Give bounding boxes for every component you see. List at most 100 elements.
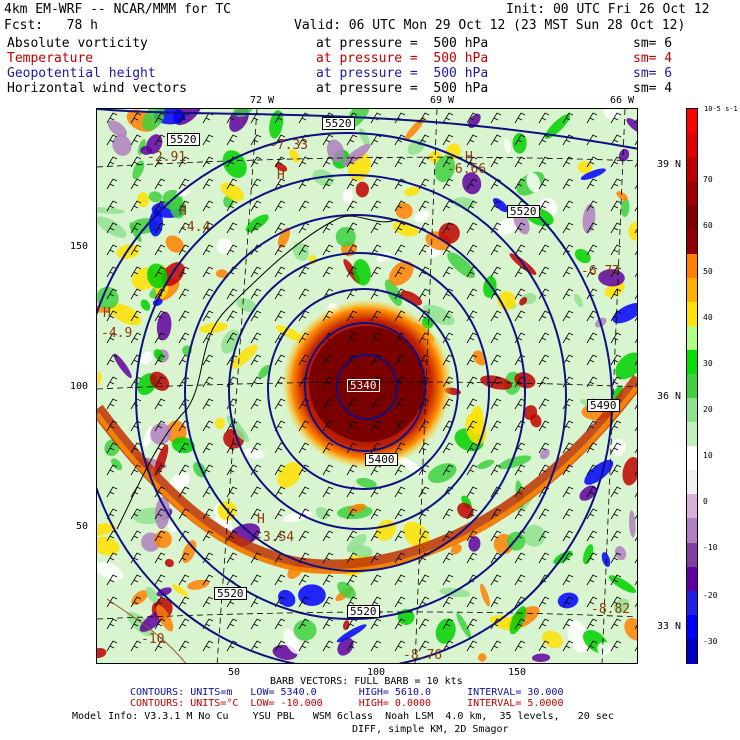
- vorticity-blob: [422, 304, 455, 326]
- height-contour: [267, 288, 459, 490]
- wind-barb: [538, 398, 550, 410]
- vorticity-blob: [468, 536, 481, 552]
- vorticity-blob: [154, 444, 169, 477]
- wind-barb: [298, 244, 310, 256]
- wind-barb: [394, 464, 406, 476]
- wind-barb: [154, 222, 166, 234]
- wind-barb: [490, 464, 502, 476]
- vorticity-blob: [315, 507, 330, 520]
- wind-barb: [106, 134, 118, 146]
- colorbar-tick-label: -30: [703, 637, 718, 646]
- wind-barb: [586, 112, 598, 124]
- colorbar: [686, 108, 698, 664]
- wind-barb: [202, 596, 214, 608]
- height-contour: [336, 354, 398, 420]
- wind-barb: [322, 354, 334, 366]
- vorticity-blob: [131, 590, 148, 606]
- vorticity-field: [97, 109, 637, 663]
- wind-barb: [226, 288, 238, 300]
- colorbar-swatch: [687, 229, 697, 255]
- vorticity-blob: [293, 619, 317, 641]
- wind-barb: [274, 288, 286, 300]
- wind-barb: [370, 530, 382, 542]
- wind-barb: [154, 508, 166, 520]
- vorticity-blob: [214, 417, 225, 430]
- wind-barb: [466, 112, 478, 124]
- wind-barb: [466, 530, 478, 542]
- wind-barb: [130, 310, 142, 322]
- wind-barb: [202, 178, 214, 190]
- wind-barb: [562, 442, 574, 454]
- left-axis-label: 150: [70, 241, 89, 252]
- wind-barb: [178, 574, 190, 586]
- wind-barb: [562, 420, 574, 432]
- wind-barb: [394, 354, 406, 366]
- vorticity-blob: [148, 191, 163, 203]
- vorticity-blob: [438, 222, 460, 244]
- wind-barb: [322, 178, 334, 190]
- wind-barb: [298, 574, 310, 586]
- high-marker: H: [179, 204, 187, 219]
- height-contour: [135, 174, 567, 620]
- wind-barb: [418, 288, 430, 300]
- wind-barb: [586, 266, 598, 278]
- wind-barb: [226, 332, 238, 344]
- wind-barb: [514, 486, 526, 498]
- wind-barb: [226, 222, 238, 234]
- grid-line: [601, 109, 626, 663]
- colorbar-swatch: [687, 518, 697, 544]
- wind-barb: [106, 376, 118, 388]
- colorbar-tick-label: 30: [703, 359, 713, 368]
- temperature-label: -6.77: [581, 264, 621, 279]
- vorticity-blob: [275, 162, 288, 172]
- wind-barb: [178, 288, 190, 300]
- wind-barb: [586, 354, 598, 366]
- wind-barb: [202, 332, 214, 344]
- wind-barb: [562, 574, 574, 586]
- vorticity-blob: [97, 523, 116, 536]
- wind-barb: [298, 530, 310, 542]
- wind-barb: [562, 618, 574, 630]
- wind-barb: [298, 288, 310, 300]
- wind-barb: [322, 420, 334, 432]
- wind-barb: [514, 398, 526, 410]
- vorticity-blob: [326, 139, 345, 163]
- wind-barb: [346, 464, 358, 476]
- wind-barb: [466, 442, 478, 454]
- wind-barb: [370, 156, 382, 168]
- wind-barb: [514, 508, 526, 520]
- wind-barb: [466, 244, 478, 256]
- vorticity-blob: [628, 221, 637, 242]
- wind-barb: [106, 244, 118, 256]
- wind-barb: [586, 156, 598, 168]
- wind-barb: [418, 442, 430, 454]
- wind-barb: [346, 420, 358, 432]
- forecast-hour: Fcst: 78 h: [4, 18, 98, 33]
- vorticity-blob: [447, 252, 476, 278]
- wind-barb: [346, 244, 358, 256]
- wind-barb: [418, 486, 430, 498]
- wind-barb: [346, 640, 358, 652]
- wind-barb: [610, 156, 622, 168]
- wind-barb: [274, 486, 286, 498]
- wind-barb: [586, 618, 598, 630]
- colorbar-swatch: [687, 349, 697, 375]
- wind-barb: [274, 464, 286, 476]
- vorticity-blob: [108, 303, 142, 326]
- wind-barb: [370, 310, 382, 322]
- wind-barb: [202, 310, 214, 322]
- height-label-center: 5340: [347, 379, 380, 392]
- wind-barb: [442, 266, 454, 278]
- wind-barb: [202, 398, 214, 410]
- colorbar-swatch: [687, 398, 697, 424]
- wind-barb: [586, 178, 598, 190]
- wind-barb: [298, 640, 310, 652]
- colorbar-swatch: [687, 470, 697, 496]
- field-height-sm: sm= 6: [633, 66, 673, 81]
- wind-barb: [562, 552, 574, 564]
- vorticity-blob: [477, 459, 495, 470]
- wind-barb: [418, 332, 430, 344]
- colorbar-tick-label: 10: [703, 451, 713, 460]
- colorbar-swatch: [687, 494, 697, 520]
- vorticity-blob: [277, 227, 291, 249]
